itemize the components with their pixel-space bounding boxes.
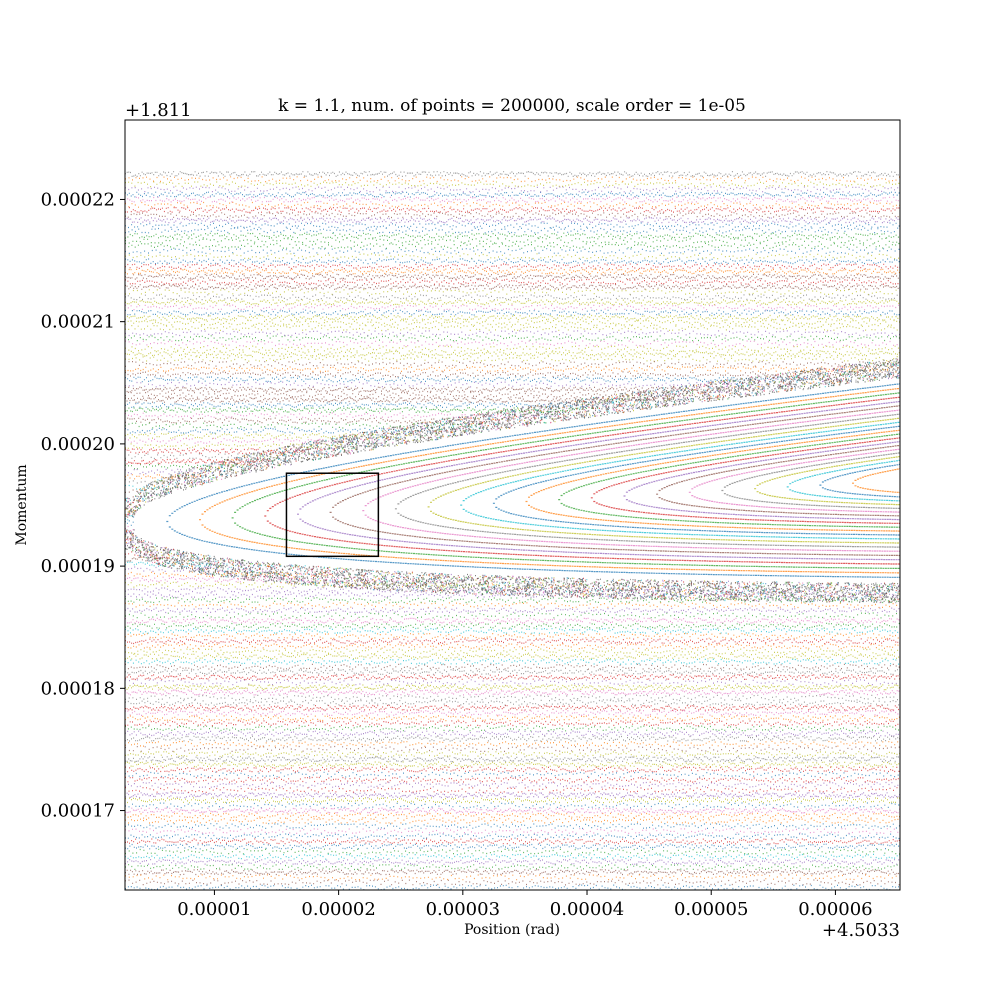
y-offset-label: +1.811 — [125, 100, 192, 121]
x-tick-label-1: 0.00002 — [301, 899, 375, 920]
orbit-points-10 — [125, 358, 900, 604]
chart-title: k = 1.1, num. of points = 200000, scale … — [278, 96, 746, 116]
y-tick-label-3: 0.00020 — [41, 434, 115, 455]
scatter-layer — [125, 171, 900, 890]
zoom-layer — [285, 472, 380, 558]
y-axis-ticks: 0.00017 0.00018 0.00019 0.00020 0.00021 0.000… — [41, 189, 125, 822]
x-tick-label-4: 0.00005 — [674, 899, 748, 920]
x-tick-label-3: 0.00004 — [550, 899, 624, 920]
y-tick-label-2: 0.00019 — [41, 556, 115, 577]
y-tick-label-4: 0.00021 — [41, 312, 115, 333]
y-tick-label-1: 0.00018 — [41, 678, 115, 699]
y-axis-label: Momentum — [14, 464, 30, 545]
zoom-box — [285, 472, 380, 558]
x-tick-label-0: 0.00001 — [177, 899, 251, 920]
y-tick-label-5: 0.00022 — [41, 189, 115, 210]
x-offset-label: +4.5033 — [822, 920, 900, 941]
x-tick-label-2: 0.00003 — [426, 899, 500, 920]
x-axis-label: Position (rad) — [464, 922, 560, 938]
x-axis-ticks: 0.00001 0.00002 0.00003 0.00004 0.00005 0.000… — [177, 890, 873, 920]
y-tick-label-0: 0.00017 — [41, 801, 115, 822]
x-tick-label-5: 0.00006 — [798, 899, 872, 920]
orbit-points-0 — [125, 181, 900, 890]
plot-frame — [124, 119, 901, 891]
